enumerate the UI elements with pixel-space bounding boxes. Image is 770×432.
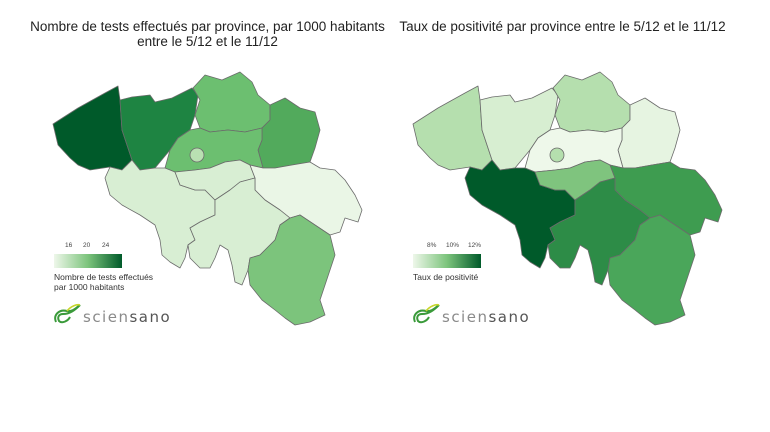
tests-legend: 16 20 24 Nombre de tests effectués par 1…	[54, 242, 153, 292]
province-brussels	[549, 147, 565, 163]
sciensano-leaf-icon	[413, 303, 440, 324]
sciensano-wordmark: sciensano	[83, 310, 171, 325]
legend-color-bar	[413, 254, 481, 268]
legend-color-bar	[54, 254, 122, 268]
province-luxembourg	[247, 214, 336, 326]
sciensano-leaf-icon	[54, 303, 81, 324]
logo-text-light: scien	[442, 308, 489, 326]
legend-tick: 10%	[446, 242, 460, 249]
legend-title-line: Nombre de tests effectués	[54, 272, 154, 282]
legend-title-line: Taux de positivité	[413, 272, 479, 282]
province-luxembourg	[607, 214, 696, 326]
sciensano-wordmark: sciensano	[442, 310, 530, 325]
legend-ticks: 16 20 24	[54, 242, 153, 252]
logo-text-light: scien	[83, 308, 130, 326]
province-antwerp	[552, 71, 631, 133]
positivity-panel: Taux de positivité par province entre le…	[385, 0, 770, 340]
tests-choropleth-map	[52, 71, 363, 326]
logo-text-bold: sano	[129, 308, 172, 326]
positivity-legend: 8% 10% 12% Taux de positivité	[413, 242, 481, 282]
legend-tick: 12%	[468, 242, 482, 249]
legend-ticks: 8% 10% 12%	[413, 242, 481, 252]
province-antwerp	[192, 71, 271, 133]
sciensano-logo: sciensano	[53, 303, 171, 325]
legend-title: Taux de positivité	[413, 272, 481, 282]
province-west-flanders	[52, 85, 133, 171]
tests-provinces	[52, 71, 363, 326]
province-brussels	[189, 147, 205, 163]
positivity-choropleth-map	[412, 71, 723, 326]
positivity-provinces	[412, 71, 723, 326]
sciensano-logo: sciensano	[412, 303, 530, 325]
legend-tick: 20	[83, 242, 91, 249]
logo-text-bold: sano	[488, 308, 531, 326]
legend-tick: 24	[102, 242, 110, 249]
legend-tick: 16	[65, 242, 73, 249]
province-west-flanders	[412, 85, 493, 171]
tests-map-title: Nombre de tests effectués par province, …	[30, 19, 385, 49]
positivity-map-title: Taux de positivité par province entre le…	[399, 19, 726, 34]
legend-tick: 8%	[427, 242, 437, 249]
legend-title: Nombre de tests effectués par 1000 habit…	[54, 272, 153, 292]
tests-panel: Nombre de tests effectués par province, …	[0, 0, 385, 340]
legend-title-line: par 1000 habitants	[54, 282, 125, 292]
